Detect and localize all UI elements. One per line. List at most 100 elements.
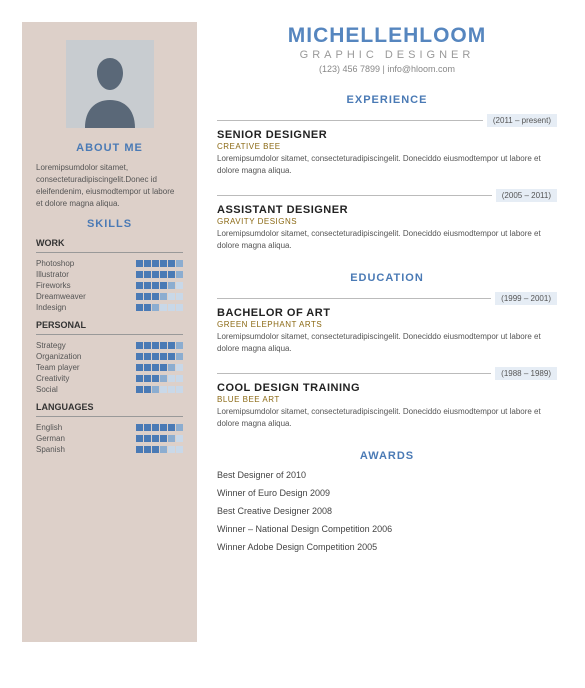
skill-box bbox=[152, 271, 159, 278]
entry-title: SENIOR DESIGNER bbox=[217, 129, 557, 141]
skill-box bbox=[176, 446, 183, 453]
avatar-placeholder bbox=[66, 40, 154, 128]
skill-label: Dreamweaver bbox=[36, 292, 86, 301]
skill-box bbox=[176, 282, 183, 289]
skill-box bbox=[152, 293, 159, 300]
skill-row: Fireworks bbox=[36, 281, 183, 290]
skill-row: Illustrator bbox=[36, 270, 183, 279]
skill-box bbox=[152, 342, 159, 349]
skill-box bbox=[176, 342, 183, 349]
skill-box bbox=[152, 375, 159, 382]
skill-box bbox=[160, 353, 167, 360]
skill-row: Spanish bbox=[36, 445, 183, 454]
skill-box bbox=[152, 260, 159, 267]
skill-row: Organization bbox=[36, 352, 183, 361]
skill-box bbox=[168, 386, 175, 393]
skill-box bbox=[176, 353, 183, 360]
divider bbox=[217, 373, 491, 374]
avatar-wrap bbox=[36, 40, 183, 128]
skill-box bbox=[160, 386, 167, 393]
skill-box bbox=[168, 364, 175, 371]
entry-description: Loremipsumdolor sitamet, consecteturadip… bbox=[217, 406, 557, 430]
entry-title: BACHELOR OF ART bbox=[217, 307, 557, 319]
entry-title: ASSISTANT DESIGNER bbox=[217, 204, 557, 216]
skill-box bbox=[160, 304, 167, 311]
skill-label: German bbox=[36, 434, 65, 443]
skill-box bbox=[176, 435, 183, 442]
skill-box bbox=[176, 375, 183, 382]
skill-label: Organization bbox=[36, 352, 81, 361]
skill-row: Team player bbox=[36, 363, 183, 372]
date-badge: (1999 – 2001) bbox=[495, 292, 557, 305]
skill-box bbox=[136, 353, 143, 360]
skill-box bbox=[152, 435, 159, 442]
sidebar: ABOUT ME Loremipsumdolor sitamet, consec… bbox=[22, 22, 197, 642]
skill-group-label: LANGUAGES bbox=[36, 402, 183, 412]
skill-boxes bbox=[136, 304, 183, 311]
skill-boxes bbox=[136, 375, 183, 382]
skill-box bbox=[136, 435, 143, 442]
person-icon bbox=[75, 50, 145, 128]
awards-heading: AWARDS bbox=[217, 450, 557, 462]
skill-box bbox=[144, 342, 151, 349]
skill-box bbox=[168, 446, 175, 453]
skill-label: Illustrator bbox=[36, 270, 69, 279]
skill-box bbox=[160, 424, 167, 431]
skill-label: Creativity bbox=[36, 374, 69, 383]
skill-box bbox=[144, 446, 151, 453]
skill-box bbox=[144, 271, 151, 278]
about-text: Loremipsumdolor sitamet, consecteturadip… bbox=[36, 162, 183, 210]
skill-box bbox=[160, 435, 167, 442]
date-badge: (1988 – 1989) bbox=[495, 367, 557, 380]
divider bbox=[36, 416, 183, 417]
skill-box bbox=[136, 304, 143, 311]
skill-box bbox=[136, 375, 143, 382]
skill-groups: WORKPhotoshopIllustratorFireworksDreamwe… bbox=[36, 238, 183, 454]
skills-heading: SKILLS bbox=[36, 218, 183, 230]
skill-box bbox=[176, 293, 183, 300]
skill-boxes bbox=[136, 424, 183, 431]
entry-title: COOL DESIGN TRAINING bbox=[217, 382, 557, 394]
award-item: Best Creative Designer 2008 bbox=[217, 506, 557, 516]
skill-label: Fireworks bbox=[36, 281, 71, 290]
skill-box bbox=[168, 260, 175, 267]
contact-line: (123) 456 7899 | info@hloom.com bbox=[217, 64, 557, 74]
skill-box bbox=[144, 304, 151, 311]
skill-group-label: PERSONAL bbox=[36, 320, 183, 330]
entry-header: (2011 – present) bbox=[217, 114, 557, 127]
skill-box bbox=[144, 364, 151, 371]
skill-box bbox=[136, 260, 143, 267]
skill-label: Photoshop bbox=[36, 259, 74, 268]
date-badge: (2011 – present) bbox=[487, 114, 557, 127]
skill-box bbox=[152, 364, 159, 371]
skill-label: Spanish bbox=[36, 445, 65, 454]
skill-box bbox=[176, 386, 183, 393]
skill-box bbox=[168, 293, 175, 300]
skill-row: Social bbox=[36, 385, 183, 394]
skill-box bbox=[160, 271, 167, 278]
entry-header: (2005 – 2011) bbox=[217, 189, 557, 202]
skill-label: Indesign bbox=[36, 303, 66, 312]
skill-box bbox=[168, 435, 175, 442]
skill-row: English bbox=[36, 423, 183, 432]
skill-row: Indesign bbox=[36, 303, 183, 312]
skill-box bbox=[144, 293, 151, 300]
entry-description: Loremipsumdolor sitamet, consecteturadip… bbox=[217, 153, 557, 177]
skill-box bbox=[136, 293, 143, 300]
entry-header: (1988 – 1989) bbox=[217, 367, 557, 380]
skill-box bbox=[152, 386, 159, 393]
skill-box bbox=[136, 342, 143, 349]
skill-box bbox=[152, 282, 159, 289]
education-list: (1999 – 2001)BACHELOR OF ARTGREEN ELEPHA… bbox=[217, 292, 557, 430]
entry-description: Loremipsumdolor sitamet, consecteturadip… bbox=[217, 228, 557, 252]
skill-box bbox=[160, 375, 167, 382]
skill-box bbox=[176, 304, 183, 311]
skill-box bbox=[160, 282, 167, 289]
entry-subtitle: GRAVITY DESIGNS bbox=[217, 217, 557, 226]
entry-description: Loremipsumdolor sitamet, consecteturadip… bbox=[217, 331, 557, 355]
skill-boxes bbox=[136, 353, 183, 360]
award-item: Winner of Euro Design 2009 bbox=[217, 488, 557, 498]
skill-box bbox=[160, 293, 167, 300]
person-title: GRAPHIC DESIGNER bbox=[217, 49, 557, 61]
education-heading: EDUCATION bbox=[217, 272, 557, 284]
